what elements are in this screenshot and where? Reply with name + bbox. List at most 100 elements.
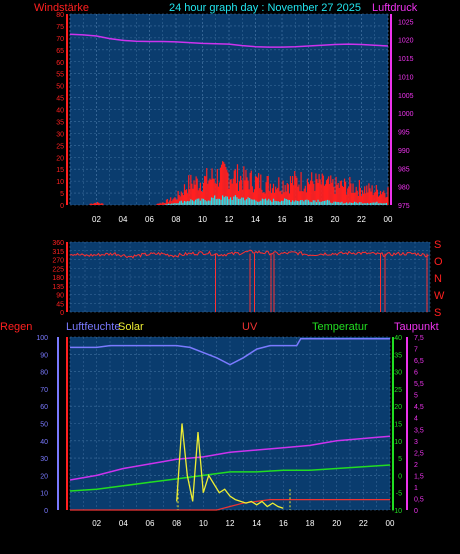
x-tick-label: 12 [226, 519, 235, 528]
y-tick-label: 65 [56, 48, 64, 55]
chart-title: 24 hour graph day : November 27 2025 [169, 2, 361, 14]
x-tick-label: 10 [198, 215, 207, 224]
dewpoint-tick-label: 7,5 [414, 335, 424, 342]
y-right-tick-label: 980 [398, 185, 410, 192]
y-tick-label: 15 [56, 167, 64, 174]
y-right-tick-label: 975 [398, 203, 410, 210]
dir-tick-label: 0 [60, 310, 64, 317]
temp-tick-label: 20 [394, 404, 402, 411]
dir-tick-label: 135 [52, 284, 64, 291]
x-tick-label: 20 [332, 519, 341, 528]
y-right-tick-label: 1015 [398, 56, 414, 63]
dir-tick-label: 270 [52, 258, 64, 265]
y-tick-label: 40 [56, 108, 64, 115]
x-tick-label: 00 [386, 519, 395, 528]
left-axis-title: Windstärke [34, 2, 89, 14]
dewpoint-tick-label: 5 [414, 393, 418, 400]
y-tick-label: 50 [56, 84, 64, 91]
y-tick-label: 80 [56, 12, 64, 19]
humidity-tick-label: 60 [40, 404, 48, 411]
direction-trace [69, 249, 429, 259]
temp-tick-label: 5 [398, 456, 402, 463]
y-right-tick-label: 995 [398, 130, 410, 137]
temperature-label: Temperatur [312, 321, 368, 333]
x-tick-label: 08 [172, 519, 181, 528]
temp-tick-label: -5 [396, 491, 402, 498]
humidity-tick-label: 70 [40, 387, 48, 394]
y-right-tick-label: 1005 [398, 93, 414, 100]
rain-label: Regen [0, 321, 32, 333]
temp-tick-label: 35 [394, 352, 402, 359]
x-tick-label: 04 [119, 215, 128, 224]
dewpoint-tick-label: 0,5 [414, 496, 424, 503]
x-tick-label: 22 [357, 215, 366, 224]
x-tick-label: 18 [304, 215, 313, 224]
right-axis-title: Luftdruck [372, 2, 418, 14]
dir-tick-label: 45 [56, 301, 64, 308]
dir-tick-label: 360 [52, 240, 64, 247]
dewpoint-tick-label: 6 [414, 370, 418, 377]
y-right-tick-label: 985 [398, 166, 410, 173]
x-tick-label: 06 [145, 215, 154, 224]
temp-tick-label: -10 [392, 508, 402, 515]
x-tick-label: 20 [331, 215, 340, 224]
x-tick-label: 16 [278, 215, 287, 224]
x-tick-label: 02 [92, 519, 101, 528]
dewpoint-tick-label: 1 [414, 485, 418, 492]
dewpoint-tick-label: 6,5 [414, 358, 424, 365]
y-tick-label: 25 [56, 143, 64, 150]
dewpoint-tick-label: 7 [414, 347, 418, 354]
compass-label: W [434, 290, 445, 302]
dewpoint-tick-label: 3 [414, 439, 418, 446]
x-tick-label: 18 [306, 519, 315, 528]
solar-label: Solar [118, 321, 144, 333]
y-tick-label: 20 [56, 155, 64, 162]
x-tick-label: 04 [119, 519, 128, 528]
humidity-tick-label: 80 [40, 370, 48, 377]
temperature-line [69, 464, 391, 492]
temp-tick-label: 25 [394, 387, 402, 394]
temp-tick-label: 40 [394, 335, 402, 342]
humidity-line [70, 337, 390, 366]
humidity-tick-label: 100 [36, 335, 48, 342]
temp-tick-label: 15 [394, 422, 402, 429]
dewpoint-tick-label: 2 [414, 462, 418, 469]
temp-tick-label: 30 [394, 370, 402, 377]
y-tick-label: 35 [56, 119, 64, 126]
pressure-line [69, 33, 389, 48]
compass-label: O [434, 256, 443, 268]
y-right-tick-label: 990 [398, 148, 410, 155]
y-tick-label: 30 [56, 131, 64, 138]
dir-tick-label: 90 [56, 293, 64, 300]
y-right-tick-label: 1010 [398, 74, 414, 81]
solar-line [176, 423, 284, 509]
dewpoint-tick-label: 2,5 [414, 450, 424, 457]
humidity-tick-label: 90 [40, 352, 48, 359]
x-tick-label: 14 [252, 519, 261, 528]
y-tick-label: 70 [56, 36, 64, 43]
dewpoint-tick-label: 4,5 [414, 404, 424, 411]
dewpoint-label: Taupunkt [394, 321, 439, 333]
y-tick-label: 75 [56, 24, 64, 31]
temp-tick-label: 10 [394, 439, 402, 446]
x-tick-label: 22 [359, 519, 368, 528]
dewpoint-tick-label: 4 [414, 416, 418, 423]
humidity-tick-label: 40 [40, 439, 48, 446]
dir-tick-label: 315 [52, 249, 64, 256]
dir-tick-label: 225 [52, 266, 64, 273]
x-tick-label: 00 [384, 215, 393, 224]
compass-label: S [434, 239, 441, 251]
temp-tick-label: 0 [398, 473, 402, 480]
y-right-tick-label: 1020 [398, 38, 414, 45]
uv-label: UV [242, 321, 258, 333]
uv-line [70, 499, 390, 511]
y-tick-label: 5 [60, 191, 64, 198]
dewpoint-tick-label: 3,5 [414, 427, 424, 434]
x-tick-label: 16 [279, 519, 288, 528]
compass-label: S [434, 307, 441, 319]
y-tick-label: 10 [56, 179, 64, 186]
humidity-tick-label: 30 [40, 456, 48, 463]
humidity-tick-label: 10 [40, 491, 48, 498]
